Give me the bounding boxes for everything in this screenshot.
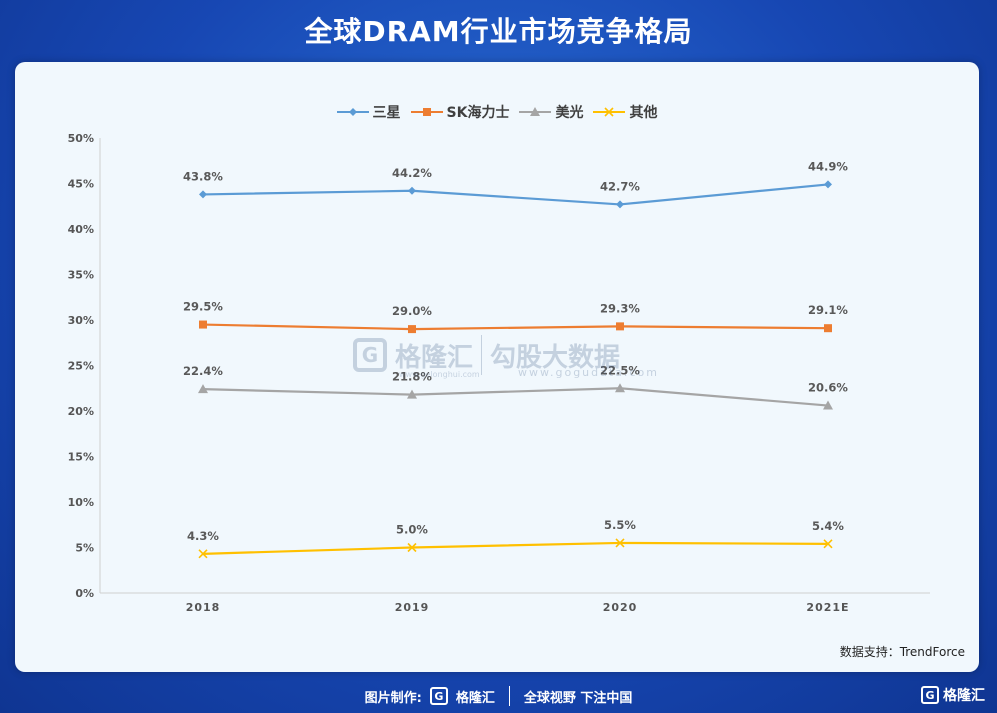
data-label: 29.3% bbox=[600, 301, 640, 315]
data-label: 43.8% bbox=[183, 169, 223, 183]
data-label: 29.5% bbox=[183, 300, 223, 314]
legend-label: 美光 bbox=[555, 105, 584, 121]
watermark-divider bbox=[481, 335, 483, 375]
legend-swatch bbox=[410, 108, 443, 116]
series-line bbox=[202, 387, 829, 407]
data-point bbox=[199, 320, 207, 329]
series-line bbox=[202, 183, 829, 206]
watermark: G 格隆汇 www.gelonghui.com 勾股大数据 www.goguda… bbox=[353, 330, 657, 380]
y-tick-label: 15% bbox=[68, 451, 94, 464]
data-point bbox=[408, 186, 416, 195]
chart-card: 三星 SK海力士 美光 其他 0% 5% 10% 15% 20% 25% 30% 35% 40% 45%… bbox=[15, 62, 979, 672]
data-label: 21.8% bbox=[392, 370, 432, 384]
data-point bbox=[198, 549, 208, 559]
legend-swatch bbox=[519, 107, 552, 116]
legend-swatch bbox=[336, 108, 369, 116]
y-tick-label: 25% bbox=[68, 360, 94, 373]
data-label: 44.2% bbox=[392, 166, 432, 180]
watermark-name2: 勾股大数据 bbox=[490, 342, 621, 373]
y-tick-label: 5% bbox=[75, 542, 94, 555]
chart-legend: 三星 SK海力士 美光 其他 bbox=[15, 102, 979, 122]
legend-item: 其他 bbox=[593, 102, 657, 122]
data-label: 22.5% bbox=[600, 363, 640, 377]
data-label: 5.5% bbox=[604, 518, 636, 532]
data-point bbox=[823, 400, 833, 410]
data-point bbox=[198, 384, 208, 394]
data-label: 5.4% bbox=[812, 519, 844, 533]
footer-brand: 格隆汇 bbox=[455, 690, 495, 706]
watermark-url: www.gelonghui.com bbox=[399, 370, 480, 379]
data-point bbox=[824, 324, 832, 333]
series-line bbox=[202, 541, 829, 555]
legend-label: 三星 bbox=[372, 105, 401, 121]
y-tick-label: 10% bbox=[68, 496, 94, 509]
data-label: 20.6% bbox=[808, 381, 848, 395]
corner-logo-text: 格隆汇 bbox=[943, 688, 985, 704]
data-label: 29.1% bbox=[808, 303, 848, 317]
x-tick-label: 2020 bbox=[603, 601, 638, 614]
y-tick-label: 20% bbox=[68, 405, 94, 418]
x-tick-label: 2019 bbox=[395, 601, 430, 614]
data-point bbox=[408, 325, 416, 334]
footer-divider bbox=[508, 686, 510, 706]
data-point bbox=[824, 180, 832, 189]
line-chart: 0% 5% 10% 15% 20% 25% 30% 35% 40% 45% 50% 2018 2019 2… bbox=[68, 132, 930, 614]
legend-item: SK海力士 bbox=[410, 102, 510, 122]
y-tick-label: 45% bbox=[68, 178, 94, 191]
page-title: 全球DRAM行业市场竞争格局 bbox=[304, 15, 693, 48]
data-label: 4.3% bbox=[187, 529, 219, 543]
x-tick-label: 2018 bbox=[186, 601, 221, 614]
legend-swatch bbox=[593, 107, 626, 117]
legend-label: 其他 bbox=[629, 105, 658, 121]
series-line bbox=[202, 323, 829, 331]
footer-slogan: 全球视野 下注中国 bbox=[523, 690, 633, 706]
legend-item: 美光 bbox=[519, 102, 583, 122]
source-note: 数据支持：TrendForce bbox=[839, 645, 965, 659]
watermark-name: 格隆汇 bbox=[395, 342, 474, 373]
watermark-url2: www.gogudata.com bbox=[518, 366, 659, 379]
corner-logo: G 格隆汇 bbox=[921, 685, 985, 705]
legend-label: SK海力士 bbox=[446, 105, 510, 121]
data-label: 22.4% bbox=[183, 364, 223, 378]
data-point bbox=[199, 190, 207, 199]
data-point bbox=[407, 389, 417, 399]
legend-item: 三星 bbox=[336, 102, 401, 122]
y-tick-label: 40% bbox=[68, 223, 94, 236]
y-tick-label: 0% bbox=[75, 587, 94, 600]
footer-label: 图片制作: bbox=[364, 690, 422, 706]
x-tick-label: 2021E bbox=[806, 601, 849, 614]
y-tick-label: 50% bbox=[68, 132, 94, 145]
data-label: 5.0% bbox=[396, 523, 428, 537]
data-point bbox=[616, 322, 624, 331]
footer: 图片制作: G 格隆汇 全球视野 下注中国 bbox=[0, 683, 997, 709]
y-tick-label: 35% bbox=[68, 269, 94, 282]
corner-logo-icon: G bbox=[921, 686, 939, 704]
data-point bbox=[823, 539, 833, 549]
data-point bbox=[615, 538, 625, 548]
data-point bbox=[615, 383, 625, 393]
y-tick-label: 30% bbox=[68, 314, 94, 327]
data-label: 44.9% bbox=[808, 159, 848, 173]
data-label: 42.7% bbox=[600, 179, 640, 193]
footer-logo-icon: G bbox=[429, 687, 448, 705]
data-label: 29.0% bbox=[392, 304, 432, 318]
data-point bbox=[407, 542, 417, 553]
data-point bbox=[616, 200, 624, 209]
watermark-logo-icon: G bbox=[353, 338, 387, 372]
